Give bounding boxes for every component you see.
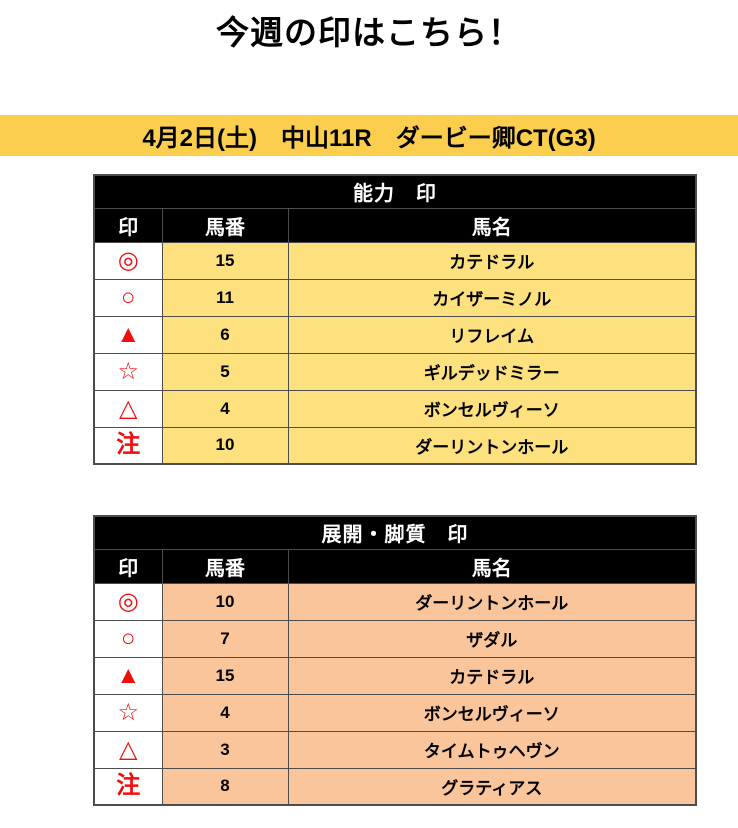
mark-cell: △: [93, 730, 163, 769]
table-row: ○ 7 ザダル: [93, 619, 697, 658]
mark-cell: ▲: [93, 656, 163, 695]
number-cell: 10: [161, 426, 289, 465]
mark-cell: △: [93, 389, 163, 428]
table-title: 展開・脚質 印: [93, 515, 697, 550]
number-cell: 15: [161, 241, 289, 280]
column-header-row: 印 馬番 馬名: [93, 548, 697, 584]
table-row: ○ 11 カイザーミノル: [93, 278, 697, 317]
table-row: 注 10 ダーリントンホール: [93, 426, 697, 465]
number-cell: 8: [161, 767, 289, 806]
name-cell: カテドラル: [287, 241, 697, 280]
number-cell: 3: [161, 730, 289, 769]
table-row: △ 4 ボンセルヴィーソ: [93, 389, 697, 428]
name-cell: ザダル: [287, 619, 697, 658]
table-title-row: 展開・脚質 印: [93, 515, 697, 550]
pace-style-marks-table: 展開・脚質 印 印 馬番 馬名 ◎ 10 ダーリントンホール ○ 7 ザダル ▲ 15 カテドラ…: [93, 515, 698, 806]
table-row: 注 8 グラティアス: [93, 767, 697, 806]
race-banner-text: 4月2日(土) 中山11R ダービー卿CT(G3): [142, 125, 596, 152]
name-cell: ダーリントンホール: [287, 582, 697, 621]
column-header-number: 馬番: [161, 207, 289, 243]
number-cell: 7: [161, 619, 289, 658]
number-cell: 15: [161, 656, 289, 695]
race-banner: 4月2日(土) 中山11R ダービー卿CT(G3): [0, 115, 738, 156]
column-header-name: 馬名: [287, 207, 697, 243]
mark-cell: ☆: [93, 352, 163, 391]
name-cell: ダーリントンホール: [287, 426, 697, 465]
number-cell: 10: [161, 582, 289, 621]
mark-cell: 注: [93, 767, 163, 806]
mark-cell: ◎: [93, 582, 163, 621]
name-cell: タイムトゥヘヴン: [287, 730, 697, 769]
table-title-row: 能力 印: [93, 174, 697, 209]
table-row: ▲ 6 リフレイム: [93, 315, 697, 354]
name-cell: カテドラル: [287, 656, 697, 695]
table-row: △ 3 タイムトゥヘヴン: [93, 730, 697, 769]
number-cell: 4: [161, 389, 289, 428]
name-cell: ボンセルヴィーソ: [287, 693, 697, 732]
table-row: ☆ 4 ボンセルヴィーソ: [93, 693, 697, 732]
name-cell: グラティアス: [287, 767, 697, 806]
name-cell: リフレイム: [287, 315, 697, 354]
column-header-number: 馬番: [161, 548, 289, 584]
table-row: ☆ 5 ギルデッドミラー: [93, 352, 697, 391]
table-row: ◎ 10 ダーリントンホール: [93, 582, 697, 621]
page-title: 今週の印はこちら！: [216, 14, 522, 51]
mark-cell: ○: [93, 278, 163, 317]
number-cell: 11: [161, 278, 289, 317]
column-header-mark: 印: [93, 207, 163, 243]
name-cell: ボンセルヴィーソ: [287, 389, 697, 428]
ability-marks-table: 能力 印 印 馬番 馬名 ◎ 15 カテドラル ○ 11 カイザーミノル ▲ 6 リフレイム ☆ 5…: [93, 174, 698, 465]
table-row: ◎ 15 カテドラル: [93, 241, 697, 280]
number-cell: 6: [161, 315, 289, 354]
name-cell: ギルデッドミラー: [287, 352, 697, 391]
mark-cell: ◎: [93, 241, 163, 280]
column-header-name: 馬名: [287, 548, 697, 584]
number-cell: 4: [161, 693, 289, 732]
table-row: ▲ 15 カテドラル: [93, 656, 697, 695]
mark-cell: ○: [93, 619, 163, 658]
table-title: 能力 印: [93, 174, 697, 209]
mark-cell: ☆: [93, 693, 163, 732]
column-header-row: 印 馬番 馬名: [93, 207, 697, 243]
name-cell: カイザーミノル: [287, 278, 697, 317]
mark-cell: ▲: [93, 315, 163, 354]
column-header-mark: 印: [93, 548, 163, 584]
number-cell: 5: [161, 352, 289, 391]
mark-cell: 注: [93, 426, 163, 465]
